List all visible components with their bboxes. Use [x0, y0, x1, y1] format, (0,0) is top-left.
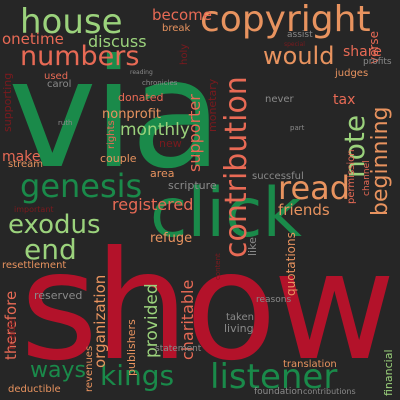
- word-permission: permission: [346, 149, 357, 204]
- word-become: become: [152, 6, 213, 24]
- word-onetime: onetime: [2, 30, 64, 48]
- word-tax: tax: [333, 92, 356, 108]
- word-organization: organization: [91, 274, 109, 368]
- word-monthly: monthly: [120, 120, 190, 140]
- word-stream: stream: [8, 159, 44, 170]
- word-like: like: [246, 237, 259, 256]
- word-copyright: copyright: [200, 0, 371, 40]
- word-make: make: [2, 149, 41, 165]
- word-share: share: [343, 44, 382, 60]
- word-click: click: [150, 174, 302, 253]
- word-channel: channel: [362, 160, 372, 196]
- word-refuge: refuge: [150, 231, 193, 246]
- word-house: house: [20, 2, 123, 42]
- word-would: would: [263, 42, 335, 70]
- word-special: special: [284, 41, 305, 48]
- word-exodus: exodus: [8, 210, 101, 240]
- word-donated: donated: [118, 91, 164, 104]
- word-via: via: [8, 28, 222, 202]
- word-couple: couple: [100, 152, 137, 165]
- word-numbers: numbers: [20, 41, 140, 72]
- word-break: break: [162, 23, 191, 34]
- word-carol: carol: [47, 79, 72, 90]
- word-living: living: [224, 322, 254, 335]
- word-contributions: contributions: [303, 387, 356, 396]
- word-read: read: [278, 169, 351, 207]
- word-publishers: publishers: [125, 319, 138, 376]
- word-revenues: revenues: [84, 345, 95, 392]
- word-used: used: [44, 71, 69, 82]
- word-end: end: [24, 233, 77, 266]
- word-supporting: supporting: [1, 72, 14, 132]
- word-discuss: discuss: [88, 32, 147, 51]
- word-show: show: [20, 220, 396, 394]
- word-ruth: ruth: [58, 119, 73, 127]
- word-quotations: quotations: [284, 232, 298, 296]
- word-nonprofit: nonprofit: [102, 107, 161, 122]
- word-judges: judges: [335, 68, 369, 79]
- word-contribution: contribution: [219, 76, 254, 258]
- word-translation: translation: [283, 359, 337, 370]
- word-profits: profits: [363, 57, 392, 67]
- word-reasons: reasons: [256, 295, 292, 305]
- word-reading: reading: [130, 69, 153, 76]
- word-assist: assist: [287, 30, 313, 40]
- word-made: made: [5, 318, 18, 350]
- word-financial: financial: [382, 349, 395, 396]
- word-deductible: deductible: [8, 384, 61, 395]
- word-monetary: monetary: [206, 78, 219, 132]
- word-genesis: genesis: [20, 167, 143, 205]
- word-kings: kings: [100, 359, 175, 392]
- word-foundation: foundation: [254, 387, 303, 397]
- word-new: new: [159, 137, 182, 150]
- word-friends: friends: [278, 201, 330, 219]
- word-area: area: [150, 167, 175, 180]
- word-registered: registered: [112, 195, 194, 214]
- word-scripture: scripture: [168, 179, 217, 192]
- word-holy: holy: [179, 43, 190, 65]
- word-important: important: [14, 205, 54, 214]
- word-beginning: beginning: [368, 106, 393, 216]
- word-content: content: [214, 253, 222, 280]
- word-rights: rights: [106, 120, 117, 149]
- word-ways: ways: [30, 358, 86, 383]
- word-reserved: reserved: [34, 289, 83, 302]
- word-successful: successful: [252, 171, 304, 182]
- word-chronicles: chronicles: [142, 79, 178, 87]
- word-resettlement: resettlement: [2, 260, 67, 271]
- word-never: never: [265, 94, 294, 105]
- word-part: part: [290, 124, 305, 132]
- word-statement: statement: [155, 344, 202, 354]
- word-taken: taken: [226, 312, 254, 323]
- word-listener: listener: [210, 357, 338, 397]
